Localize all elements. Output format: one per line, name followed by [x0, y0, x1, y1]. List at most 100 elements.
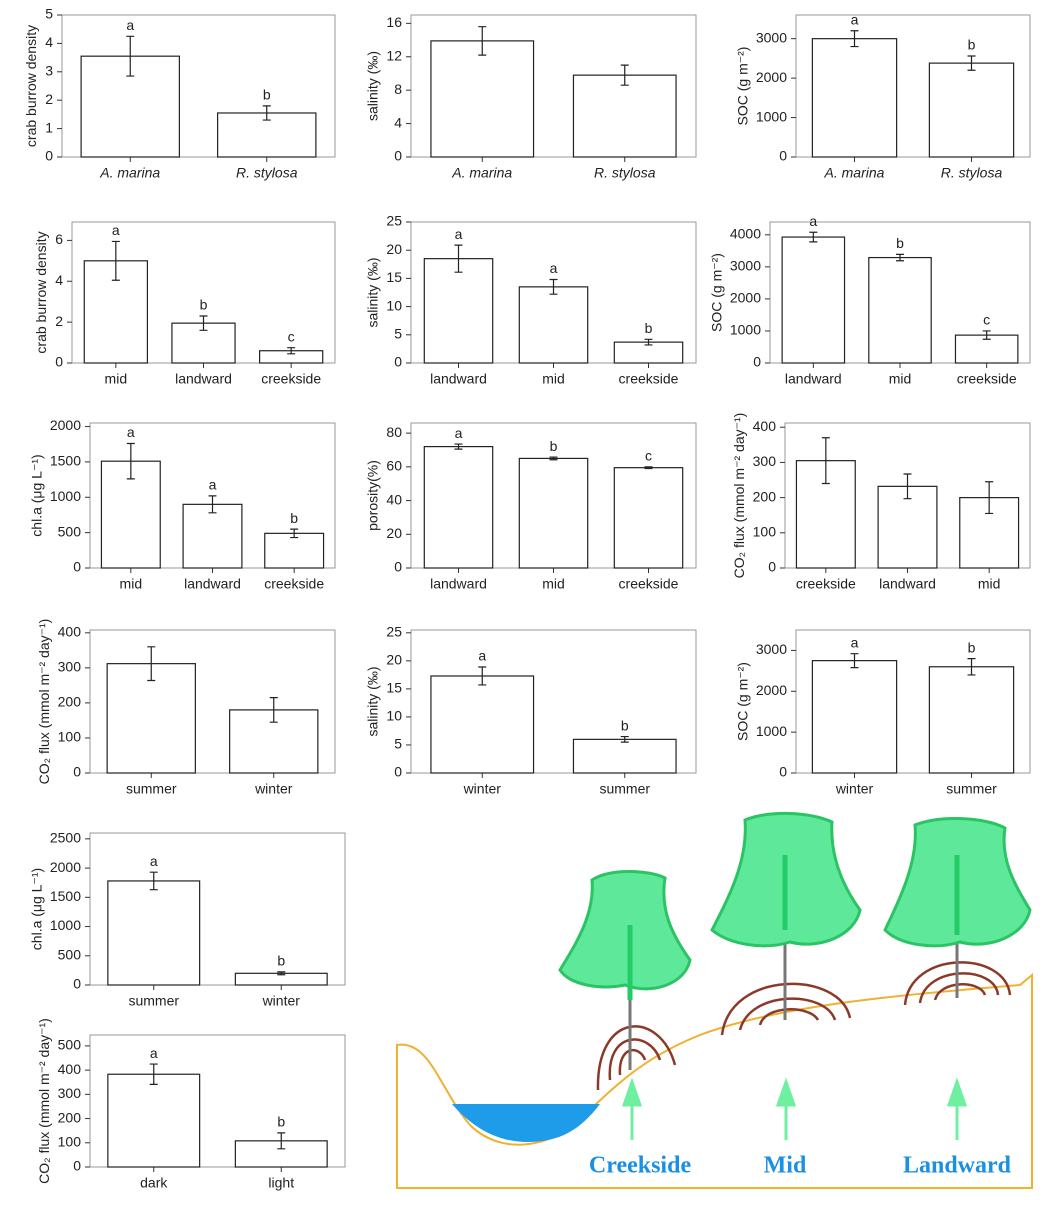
error-bar [967, 658, 976, 676]
error-bar [269, 697, 278, 723]
y-tick-label: 1000 [730, 322, 761, 338]
y-tick-label: 5 [45, 6, 53, 22]
significance-letter: c [983, 312, 990, 328]
significance-letter: b [263, 87, 271, 103]
error-bar [149, 1063, 158, 1086]
error-bar [620, 735, 629, 743]
y-tick-label: 10 [386, 297, 402, 313]
error-bar [454, 244, 463, 273]
error-bar [111, 240, 120, 281]
error-bar [290, 528, 299, 539]
y-tick-label: 1000 [50, 488, 81, 504]
bar [423, 446, 494, 569]
y-tick-label: 20 [386, 652, 402, 668]
y-axis-label: chl.a (μg L⁻¹) [29, 454, 45, 536]
bar [107, 1073, 201, 1168]
x-tick-label: landward [430, 371, 487, 387]
y-axis-label: CO₂ flux (mmol m⁻² day⁻¹) [36, 1018, 52, 1184]
x-tick-label: landward [430, 576, 487, 592]
error-bar [809, 231, 818, 243]
bar [868, 256, 932, 364]
error-bar [982, 330, 991, 340]
y-tick-label: 300 [58, 659, 82, 675]
y-tick-label: 500 [58, 523, 82, 539]
significance-letter: a [455, 425, 463, 441]
significance-letter: a [478, 648, 486, 664]
y-axis-label: crab burrow density [23, 25, 39, 147]
x-tick-label: mid [105, 371, 128, 387]
error-bar [903, 473, 912, 500]
x-tick-label: creekside [264, 576, 324, 592]
significance-letter: a [851, 11, 859, 27]
bar [518, 286, 589, 364]
x-tick-label: landward [785, 371, 842, 387]
y-tick-label: 2000 [50, 417, 81, 433]
x-tick-label: summer [126, 781, 177, 797]
plot-frame [89, 1034, 346, 1168]
y-tick-label: 100 [58, 729, 82, 745]
error-bar [896, 253, 904, 262]
significance-letter: b [621, 717, 629, 733]
significance-letter: b [277, 953, 285, 969]
error-bar [147, 646, 156, 682]
y-tick-label: 4 [394, 114, 402, 130]
x-tick-label: landward [184, 576, 241, 592]
significance-letter: b [290, 510, 298, 526]
x-tick-label: creekside [619, 576, 679, 592]
bar [430, 675, 535, 774]
error-bar [277, 1132, 286, 1150]
y-tick-label: 1500 [50, 453, 81, 469]
bar [877, 485, 938, 569]
significance-letter: a [112, 222, 120, 238]
y-tick-label: 0 [753, 354, 761, 370]
y-tick-label: 100 [58, 1133, 82, 1149]
y-tick-label: 1 [45, 119, 53, 135]
x-tick-label: landward [175, 371, 232, 387]
y-tick-label: 0 [73, 1158, 81, 1174]
y-tick-label: 0 [394, 559, 402, 575]
x-tick-label: landward [879, 576, 936, 592]
error-bar [967, 55, 976, 71]
y-tick-label: 3000 [730, 258, 761, 274]
significance-letter: c [645, 448, 652, 464]
plot-frame [61, 14, 336, 158]
y-tick-label: 3 [45, 63, 53, 79]
significance-letter: b [968, 37, 976, 53]
x-tick-label: winter [463, 781, 502, 797]
bar [518, 457, 589, 569]
x-tick-label: summer [128, 993, 179, 1009]
x-tick-label: R. stylosa [594, 165, 656, 181]
significance-letter: a [809, 213, 817, 229]
y-tick-label: 0 [394, 148, 402, 164]
y-axis-label: SOC (g m⁻²) [735, 662, 751, 741]
y-tick-label: 0 [394, 764, 402, 780]
y-tick-label: 3000 [756, 641, 787, 657]
y-tick-label: 1000 [756, 108, 787, 124]
y-axis-label: salinity (‰) [365, 257, 381, 327]
y-tick-label: 200 [58, 694, 82, 710]
x-tick-label: summer [946, 781, 997, 797]
significance-letter: a [127, 424, 135, 440]
y-tick-label: 0 [45, 148, 53, 164]
error-bar [126, 442, 135, 480]
y-tick-label: 2 [55, 313, 63, 329]
branches [627, 855, 960, 1000]
y-tick-label: 0 [768, 559, 776, 575]
x-tick-label: winter [262, 993, 301, 1009]
water [452, 1104, 600, 1142]
bar [106, 663, 196, 774]
y-tick-label: 400 [58, 624, 82, 640]
y-tick-label: 400 [58, 1061, 82, 1077]
x-tick-label: creekside [957, 371, 1017, 387]
y-tick-label: 0 [73, 976, 81, 992]
y-tick-label: 2500 [50, 830, 81, 846]
bar [423, 258, 494, 364]
significance-letter: a [851, 634, 859, 650]
bar [572, 74, 677, 158]
y-tick-label: 0 [55, 354, 63, 370]
y-tick-label: 300 [753, 453, 777, 469]
ecosystem-diagram: Creekside Mid Landward [396, 812, 1033, 1189]
x-tick-label: R. stylosa [941, 165, 1003, 181]
y-tick-label: 12 [386, 47, 402, 63]
